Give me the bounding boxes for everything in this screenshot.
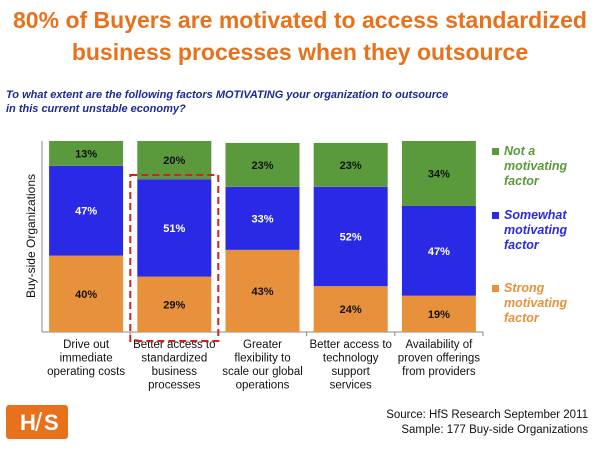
- source-line: Source: HfS Research September 2011: [386, 409, 588, 421]
- category-label-1-line-1: Drive out: [63, 339, 110, 351]
- category-label-2-line-2: standardized: [141, 353, 207, 365]
- bar-not_motivating-2: [137, 141, 212, 180]
- data-label-not_motivating-3: 23%: [251, 160, 273, 172]
- bar-somewhat-1: [49, 165, 124, 256]
- category-label-3-line-1: Greater: [243, 339, 282, 351]
- legend-label-somewhat-line-3: factor: [504, 238, 540, 252]
- bar-not_motivating-3: [225, 142, 300, 187]
- chart-title-line-2: business processes when they outsource: [71, 39, 529, 65]
- category-label-3-line-3: scale our global: [222, 366, 303, 378]
- legend-label-strong-line-1: Strong: [504, 281, 545, 295]
- y-axis-label: Buy-side Organizations: [24, 174, 38, 298]
- data-label-strong-2: 29%: [163, 299, 185, 311]
- data-label-not_motivating-1: 13%: [75, 148, 97, 160]
- bar-not_motivating-1: [49, 141, 124, 166]
- category-label-4-line-4: services: [330, 380, 372, 392]
- legend-label-strong-line-2: motivating: [504, 296, 568, 310]
- bar-somewhat-4: [313, 186, 388, 287]
- category-label-3-line-4: operations: [236, 380, 290, 392]
- bar-somewhat-3: [225, 186, 300, 250]
- bar-somewhat-5: [401, 205, 476, 296]
- legend-label-not_motivating-line-2: motivating: [504, 159, 568, 173]
- bar-strong-4: [313, 286, 388, 332]
- data-label-somewhat-3: 33%: [251, 213, 273, 225]
- data-label-strong-4: 24%: [340, 304, 362, 316]
- bar-not_motivating-5: [401, 141, 476, 206]
- category-label-5-line-1: Availability of: [405, 339, 473, 351]
- legend-label-strong-line-3: factor: [504, 311, 540, 325]
- data-label-not_motivating-4: 23%: [340, 160, 362, 172]
- survey-question: To what extent are the following factors…: [6, 88, 566, 116]
- data-label-somewhat-5: 47%: [428, 246, 450, 258]
- source-note: Source: HfS Research September 2011 Samp…: [386, 408, 588, 438]
- data-label-somewhat-2: 51%: [163, 223, 185, 235]
- legend-label-somewhat-line-1: Somewhat: [504, 208, 567, 222]
- highlight-box: [129, 174, 220, 342]
- data-label-strong-5: 19%: [428, 309, 450, 321]
- hfs-logo-letter-h: H: [20, 410, 36, 435]
- category-label-2-line-4: processes: [148, 380, 201, 392]
- chart-title-line-1: 80% of Buyers are motivated to access st…: [13, 7, 587, 33]
- category-label-1-line-3: operating costs: [47, 366, 125, 378]
- legend-label-not_motivating-line-1: Not a: [504, 144, 535, 158]
- sample-line: Sample: 177 Buy-side Organizations: [401, 424, 588, 436]
- bar-somewhat-2: [137, 179, 212, 277]
- data-label-not_motivating-5: 34%: [428, 168, 450, 180]
- legend-swatch-not_motivating: [492, 148, 499, 155]
- category-label-5-line-2: proven offerings: [398, 353, 481, 365]
- category-label-3-line-2: flexibility to: [234, 353, 290, 365]
- data-label-strong-1: 40%: [75, 289, 97, 301]
- bar-strong-3: [225, 249, 300, 332]
- category-label-5-line-3: from providers: [402, 366, 476, 378]
- hfs-logo: H / S: [6, 405, 68, 439]
- legend-swatch-somewhat: [492, 212, 499, 219]
- category-label-4-line-1: Better access to: [309, 339, 391, 351]
- data-label-somewhat-4: 52%: [340, 232, 362, 244]
- data-label-somewhat-1: 47%: [75, 206, 97, 218]
- hfs-logo-background: [6, 405, 68, 439]
- legend-swatch-strong: [492, 285, 499, 292]
- bar-not_motivating-4: [313, 142, 388, 187]
- hfs-logo-letter-s: S: [44, 410, 59, 435]
- category-label-1-line-2: immediate: [60, 353, 113, 365]
- bar-strong-5: [401, 295, 476, 332]
- category-label-2-line-3: business: [152, 366, 198, 378]
- category-label-4-line-3: support: [332, 366, 371, 378]
- chart-title: 80% of Buyers are motivated to access st…: [0, 4, 600, 68]
- hfs-logo-slash: /: [35, 407, 43, 437]
- survey-question-line-2: in this current unstable economy?: [6, 103, 186, 115]
- survey-question-line-1: To what extent are the following factors…: [6, 89, 449, 101]
- data-label-strong-3: 43%: [251, 286, 273, 298]
- legend-label-not_motivating-line-3: factor: [504, 174, 540, 188]
- category-label-4-line-2: technology: [323, 353, 379, 365]
- bar-strong-2: [137, 276, 212, 332]
- data-label-not_motivating-2: 20%: [163, 155, 185, 167]
- legend-label-somewhat-line-2: motivating: [504, 223, 568, 237]
- bar-strong-1: [49, 255, 124, 332]
